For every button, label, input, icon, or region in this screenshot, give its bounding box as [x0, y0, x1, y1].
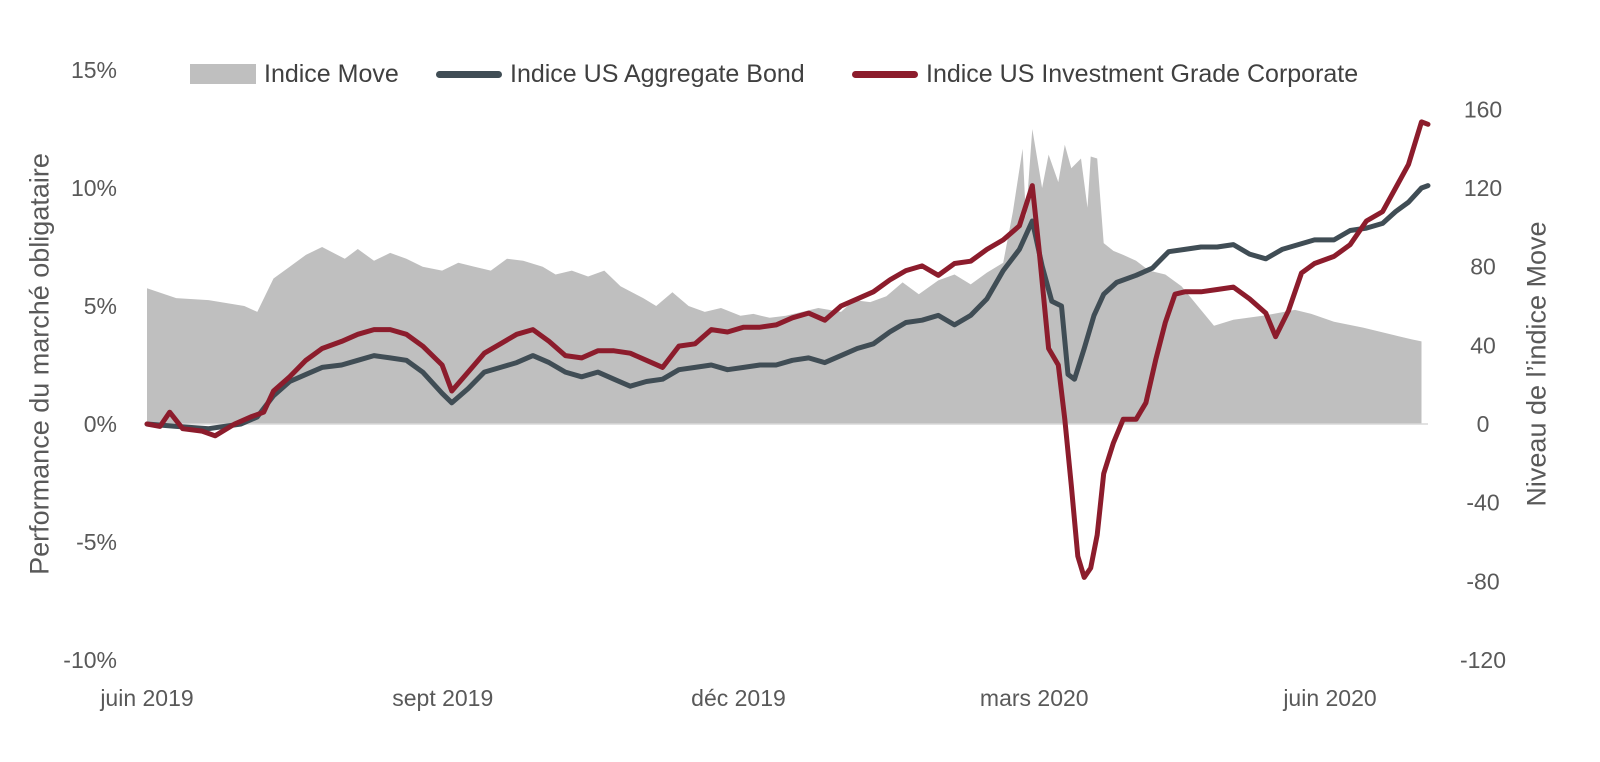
- right-axis-title: Niveau de l’indice Move: [1521, 221, 1552, 507]
- left-tick-label: 5%: [84, 293, 117, 319]
- right-tick-label: -120: [1460, 647, 1506, 673]
- right-tick-label: 120: [1464, 175, 1502, 201]
- x-tick-label: juin 2019: [99, 685, 193, 711]
- legend-label-corporate: Indice US Investment Grade Corporate: [926, 59, 1359, 88]
- right-tick-label: 160: [1464, 96, 1502, 122]
- legend-item-corporate: Indice US Investment Grade Corporate: [852, 56, 1358, 92]
- series-line-us-investment-grade-corporate: [144, 119, 1431, 580]
- right-tick-label: 40: [1470, 332, 1496, 358]
- legend-swatch-aggregate: [436, 70, 502, 78]
- left-axis-title: Performance du marché obligataire: [24, 153, 55, 575]
- x-tick-label: déc 2019: [691, 685, 786, 711]
- left-tick-label: 10%: [71, 175, 117, 201]
- left-tick-label: 0%: [84, 411, 117, 437]
- legend-label-aggregate: Indice US Aggregate Bond: [510, 59, 805, 88]
- left-tick-label: -5%: [76, 529, 117, 555]
- right-tick-label: 0: [1477, 411, 1490, 437]
- right-tick-label: -80: [1466, 568, 1499, 594]
- x-tick-label: sept 2019: [392, 685, 493, 711]
- x-tick-label: mars 2020: [980, 685, 1089, 711]
- x-tick-label: juin 2020: [1282, 685, 1376, 711]
- legend: Indice Move Indice US Aggregate Bond Ind…: [0, 56, 1600, 92]
- legend-item-aggregate: Indice US Aggregate Bond: [436, 56, 805, 92]
- right-tick-label: -40: [1466, 490, 1499, 516]
- left-tick-label: 15%: [71, 57, 117, 83]
- legend-swatch-corporate: [852, 70, 918, 78]
- left-tick-label: -10%: [63, 647, 117, 673]
- legend-item-move: Indice Move: [190, 56, 399, 92]
- legend-label-move: Indice Move: [264, 59, 399, 88]
- right-tick-label: 80: [1470, 254, 1496, 280]
- legend-swatch-move: [190, 64, 256, 84]
- series-line-us-aggregate-bond: [144, 183, 1431, 432]
- series-area-move-index: [147, 129, 1422, 424]
